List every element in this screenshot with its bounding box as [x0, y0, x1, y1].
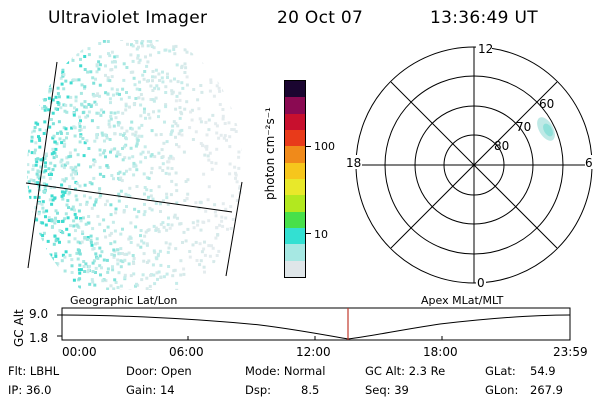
- colorbar-segment: [285, 260, 305, 277]
- colorbar-segment: [285, 81, 305, 98]
- mlt-label-0: 0: [477, 276, 485, 290]
- polar-diagonal-2: [390, 81, 558, 249]
- header-date: 20 Oct 07: [277, 8, 364, 28]
- lat-label-70: 70: [516, 120, 531, 134]
- uv-earth-image: [25, 40, 243, 290]
- colorbar-tick-10: 10: [314, 228, 328, 241]
- timeline-xtick-2359: 23:59: [553, 345, 588, 359]
- auroral-spot-core: [543, 123, 553, 137]
- glat-value: 54.9: [530, 364, 556, 378]
- glon-label: GLon:: [485, 383, 519, 397]
- latitude-line: [25, 182, 233, 213]
- colorbar-segment: [285, 195, 305, 212]
- timeline-ytick-9: 9.0: [29, 307, 49, 321]
- colorbar-segment: [285, 211, 305, 229]
- mode-status: Mode: Normal: [245, 364, 326, 378]
- ip-status: IP: 36.0: [8, 383, 52, 397]
- colorbar-tick: [306, 146, 311, 147]
- colorbar-segment: [285, 146, 305, 163]
- timeline-xtick-0600: 06:00: [169, 345, 204, 359]
- meridian-line-left: [27, 61, 58, 269]
- polar-mlt-plot: 12 18 6 0 60 70 80: [344, 41, 595, 290]
- mlt-label-18: 18: [346, 156, 361, 170]
- colorbar: [284, 80, 311, 278]
- gc-alt-status: GC Alt: 2.3 Re: [365, 364, 446, 378]
- timeline-xtick-0000: 00:00: [62, 345, 97, 359]
- colorbar-segment: [285, 162, 305, 180]
- timeline-xtick-1200: 12:00: [296, 345, 331, 359]
- filter-status: Flt: LBHL: [8, 364, 60, 378]
- colorbar-segment: [285, 228, 305, 245]
- dsp-label: Dsp:: [245, 383, 272, 397]
- lat-label-60: 60: [539, 97, 554, 111]
- colorbar-segment: [285, 130, 305, 147]
- timeline-frame: [61, 307, 571, 341]
- timeline-orbit-plot: [57, 307, 571, 341]
- glat-label: GLat:: [485, 364, 516, 378]
- dsp-value: 8.5: [301, 383, 320, 397]
- seq-status: Seq: 39: [365, 383, 409, 397]
- colorbar-segment: [285, 113, 305, 131]
- timeline-xtick-1800: 18:00: [423, 345, 458, 359]
- colorbar-unit-label: photon cm⁻²s⁻¹: [263, 107, 277, 200]
- lat-label-80: 80: [494, 139, 509, 153]
- timeline-caption-right: Apex MLat/MLT: [421, 294, 504, 307]
- emission-field: [27, 40, 243, 290]
- mlt-label-6: 6: [585, 156, 593, 170]
- colorbar-tick: [306, 233, 311, 234]
- colorbar-segment: [285, 244, 305, 261]
- orbit-altitude-curve: [61, 314, 571, 340]
- gain-status: Gain: 14: [126, 383, 175, 397]
- door-status: Door: Open: [126, 364, 192, 378]
- timeline-caption-left: Geographic Lat/Lon: [70, 294, 178, 307]
- instrument-title: Ultraviolet Imager: [48, 8, 208, 28]
- colorbar-segment: [285, 97, 305, 114]
- colorbar-segment: [285, 179, 305, 196]
- meridian-line-right: [225, 181, 243, 277]
- header-time: 13:36:49 UT: [430, 8, 538, 28]
- mlt-label-12: 12: [478, 42, 493, 56]
- timeline-ytick-1.8: 1.8: [29, 331, 49, 345]
- glon-value: 267.9: [530, 383, 563, 397]
- colorbar-tick-100: 100: [314, 140, 335, 153]
